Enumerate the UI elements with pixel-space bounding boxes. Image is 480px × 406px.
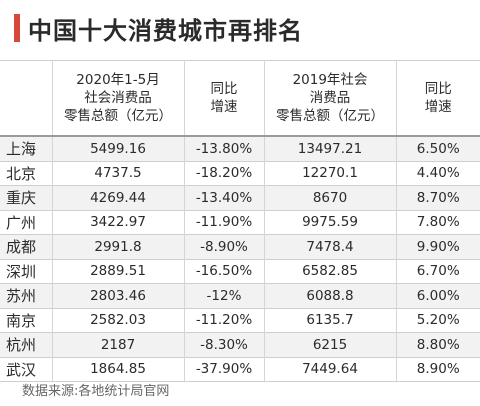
table-row: 成都 2991.8 -8.90% 7478.4 9.90%: [0, 234, 480, 259]
cell-retail-2020: 2187: [52, 332, 185, 357]
cell-growth-2019: 6.50%: [416, 140, 460, 157]
cell-growth-2019: 7.80%: [416, 214, 460, 231]
cell-city: 北京: [0, 161, 53, 186]
cell-growth-2019: 5.20%: [416, 312, 460, 329]
header-retail-2019: 2019年社会 消费品 零售总额（亿元）: [264, 60, 397, 136]
cell-retail-2019: 6088.8: [264, 283, 397, 308]
cell-growth-2019: 6.70%: [416, 263, 460, 280]
cell-city: 武汉: [0, 357, 53, 382]
cell-city: 广州: [0, 210, 53, 235]
data-table-container: 2020年1-5月 社会消费品 零售总额（亿元） 同比 增速 2019年社会 消…: [0, 60, 480, 382]
cell-city: 苏州: [0, 283, 53, 308]
cell-growth-2019: 8.90%: [416, 361, 460, 378]
header-retail-2019-line1: 2019年社会: [292, 72, 368, 88]
table-body: 上海 5499.16 -13.80% 13497.21 6.50% 北京 473…: [0, 136, 480, 382]
consumption-table: 2020年1-5月 社会消费品 零售总额（亿元） 同比 增速 2019年社会 消…: [0, 60, 480, 382]
header-retail-2019-line2: 消费品: [309, 90, 351, 106]
table-row: 北京 4737.5 -18.20% 12270.1 4.40%: [0, 161, 480, 186]
header-retail-2020-line3: 零售总额（亿元）: [64, 108, 172, 124]
header-growth-2019-line1: 同比: [424, 81, 452, 97]
cell-retail-2020: 2991.8: [52, 234, 185, 259]
cell-growth-2019: 4.40%: [416, 165, 460, 182]
cell-retail-2020: 5499.16: [52, 136, 185, 161]
table-row: 广州 3422.97 -11.90% 9975.59 7.80%: [0, 210, 480, 235]
header-retail-2020-line1: 2020年1-5月: [76, 72, 160, 88]
cell-growth-2020: -18.20%: [184, 161, 265, 186]
cell-growth-2020: -12%: [184, 283, 265, 308]
cell-growth-2020: -16.50%: [184, 259, 265, 284]
header-city: [0, 60, 53, 136]
cell-growth-2020: -8.90%: [184, 234, 265, 259]
cell-growth-2019: 6.00%: [416, 287, 460, 304]
cell-city: 成都: [0, 234, 53, 259]
header-retail-2020: 2020年1-5月 社会消费品 零售总额（亿元）: [52, 60, 185, 136]
cell-retail-2020: 2582.03: [52, 308, 185, 333]
table-row: 武汉 1864.85 -37.90% 7449.64 8.90%: [0, 357, 480, 382]
cell-growth-2019: 9.90%: [416, 238, 460, 255]
cell-retail-2019: 13497.21: [264, 136, 397, 161]
header-growth-2019-line2: 增速: [424, 99, 452, 115]
table-header: 2020年1-5月 社会消费品 零售总额（亿元） 同比 增速 2019年社会 消…: [0, 60, 480, 137]
cell-retail-2019: 7449.64: [264, 357, 397, 382]
cell-city: 南京: [0, 308, 53, 333]
cell-retail-2020: 1864.85: [52, 357, 185, 382]
header-growth-2019: 同比 增速: [396, 61, 480, 137]
table-row: 苏州 2803.46 -12% 6088.8 6.00%: [0, 283, 480, 308]
cell-retail-2020: 4737.5: [52, 161, 185, 186]
header-row: 2020年1-5月 社会消费品 零售总额（亿元） 同比 增速 2019年社会 消…: [0, 60, 480, 137]
cell-city: 上海: [0, 136, 53, 161]
page-title: 中国十大消费城市再排名: [28, 17, 303, 45]
cell-retail-2020: 4269.44: [52, 185, 185, 210]
cell-growth-2020: -11.90%: [184, 210, 265, 235]
table-row: 深圳 2889.51 -16.50% 6582.85 6.70%: [0, 259, 480, 284]
cell-growth-2020: -13.40%: [184, 185, 265, 210]
cell-growth-2020: -11.20%: [184, 308, 265, 333]
cell-retail-2019: 6215: [264, 332, 397, 357]
header-growth-2020: 同比 增速: [184, 60, 265, 136]
header-retail-2019-line3: 零售总额（亿元）: [276, 108, 384, 124]
cell-growth-2019: 8.80%: [416, 336, 460, 353]
cell-growth-2020: -8.30%: [184, 332, 265, 357]
title-block: 中国十大消费城市再排名: [0, 0, 480, 56]
cell-retail-2020: 3422.97: [52, 210, 185, 235]
cell-retail-2019: 6582.85: [264, 259, 397, 284]
cell-retail-2019: 9975.59: [264, 210, 397, 235]
table-row: 上海 5499.16 -13.80% 13497.21 6.50%: [0, 136, 480, 161]
cell-city: 重庆: [0, 185, 53, 210]
cell-retail-2019: 12270.1: [264, 161, 397, 186]
data-source-note: 数据来源:各地统计局官网: [22, 384, 170, 399]
table-row: 南京 2582.03 -11.20% 6135.7 5.20%: [0, 308, 480, 333]
header-growth-2020-line2: 增速: [210, 99, 238, 115]
cell-growth-2019: 8.70%: [416, 189, 460, 206]
title-accent-bar: [14, 14, 20, 42]
cell-growth-2020: -13.80%: [184, 136, 265, 161]
header-retail-2020-line2: 社会消费品: [84, 90, 152, 106]
cell-retail-2019: 7478.4: [264, 234, 397, 259]
cell-retail-2019: 8670: [264, 185, 397, 210]
cell-retail-2020: 2803.46: [52, 283, 185, 308]
header-growth-2020-line1: 同比: [210, 81, 238, 97]
cell-growth-2020: -37.90%: [184, 357, 265, 382]
table-row: 杭州 2187 -8.30% 6215 8.80%: [0, 332, 480, 357]
table-row: 重庆 4269.44 -13.40% 8670 8.70%: [0, 185, 480, 210]
cell-retail-2019: 6135.7: [264, 308, 397, 333]
cell-city: 深圳: [0, 259, 53, 284]
cell-retail-2020: 2889.51: [52, 259, 185, 284]
cell-city: 杭州: [0, 332, 53, 357]
